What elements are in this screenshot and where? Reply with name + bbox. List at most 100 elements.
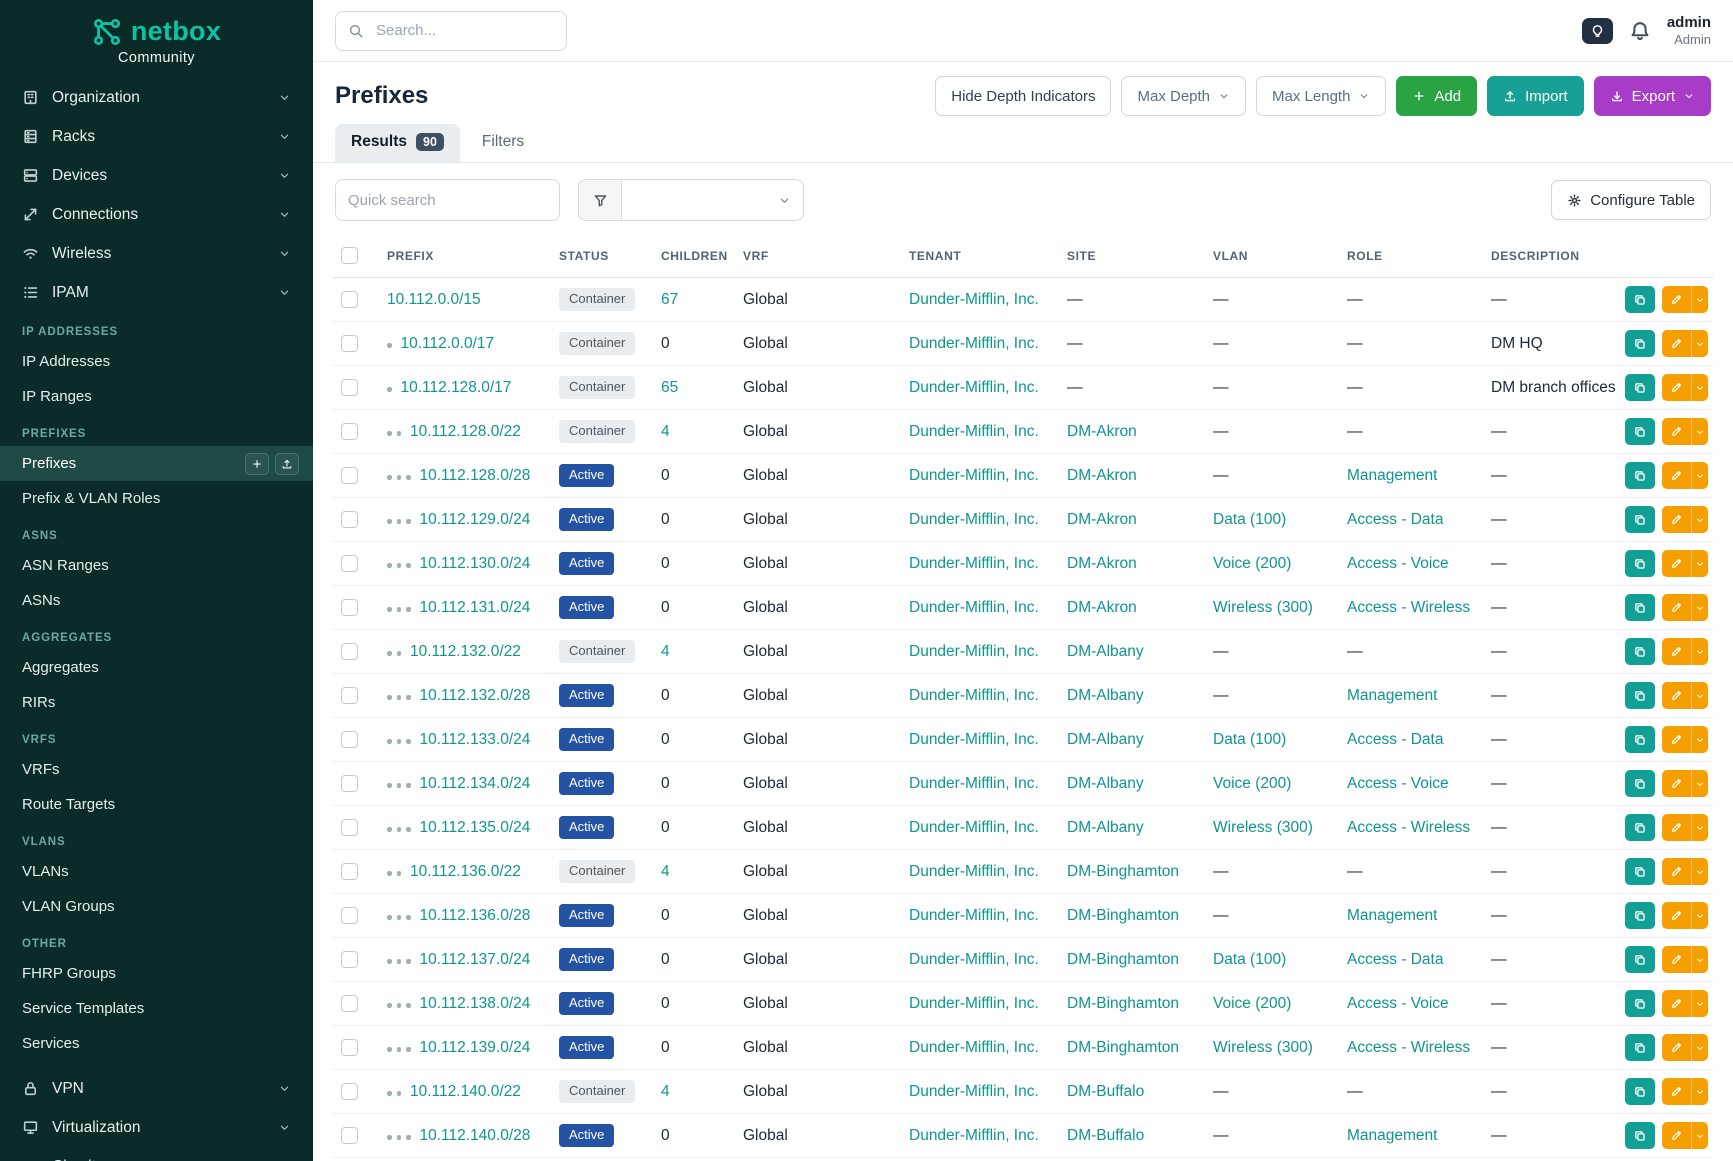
site-link[interactable]: DM-Albany: [1067, 731, 1144, 748]
prefix-link[interactable]: 10.112.135.0/24: [420, 819, 531, 836]
copy-button[interactable]: [1625, 726, 1655, 753]
site-link[interactable]: DM-Akron: [1067, 467, 1137, 484]
hide-depth-indicators-button[interactable]: Hide Depth Indicators: [935, 76, 1111, 116]
copy-button[interactable]: [1625, 946, 1655, 973]
copy-button[interactable]: [1625, 550, 1655, 577]
copy-button[interactable]: [1625, 418, 1655, 445]
edit-button[interactable]: [1662, 858, 1708, 885]
chevron-down-icon[interactable]: [1691, 594, 1708, 621]
role-link[interactable]: Access - Data: [1347, 511, 1443, 528]
prefix-link[interactable]: 10.112.140.0/22: [410, 1083, 521, 1100]
edit-button[interactable]: [1662, 594, 1708, 621]
row-checkbox[interactable]: [341, 907, 358, 924]
filter-select[interactable]: [622, 179, 804, 221]
theme-toggle-button[interactable]: [1582, 18, 1613, 44]
chevron-down-icon[interactable]: [1691, 770, 1708, 797]
edit-button[interactable]: [1662, 286, 1708, 313]
sidebar-item-services[interactable]: Services: [0, 1026, 313, 1061]
site-link[interactable]: DM-Albany: [1067, 687, 1144, 704]
row-checkbox[interactable]: [341, 863, 358, 880]
chevron-down-icon[interactable]: [1691, 990, 1708, 1017]
vlan-link[interactable]: Wireless (300): [1213, 819, 1313, 836]
row-checkbox[interactable]: [341, 599, 358, 616]
edit-button[interactable]: [1662, 990, 1708, 1017]
vlan-link[interactable]: Voice (200): [1213, 775, 1291, 792]
tenant-link[interactable]: Dunder-Mifflin, Inc.: [909, 335, 1039, 352]
copy-button[interactable]: [1625, 902, 1655, 929]
role-link[interactable]: Management: [1347, 467, 1437, 484]
prefix-link[interactable]: 10.112.133.0/24: [420, 731, 531, 748]
copy-button[interactable]: [1625, 990, 1655, 1017]
tenant-link[interactable]: Dunder-Mifflin, Inc.: [909, 467, 1039, 484]
children-link[interactable]: 4: [661, 643, 670, 660]
prefix-link[interactable]: 10.112.134.0/24: [420, 775, 531, 792]
tenant-link[interactable]: Dunder-Mifflin, Inc.: [909, 1127, 1039, 1144]
search-input[interactable]: [335, 11, 567, 51]
max-depth-dropdown[interactable]: Max Depth: [1121, 76, 1246, 116]
chevron-down-icon[interactable]: [1691, 1034, 1708, 1061]
select-all-checkbox[interactable]: [341, 247, 358, 264]
role-link[interactable]: Access - Wireless: [1347, 599, 1470, 616]
edit-button[interactable]: [1662, 726, 1708, 753]
sidebar-item-route-targets[interactable]: Route Targets: [0, 787, 313, 822]
role-link[interactable]: Access - Data: [1347, 731, 1443, 748]
edit-button[interactable]: [1662, 1078, 1708, 1105]
row-checkbox[interactable]: [341, 335, 358, 352]
configure-table-button[interactable]: Configure Table: [1551, 180, 1711, 220]
vlan-link[interactable]: Voice (200): [1213, 995, 1291, 1012]
tenant-link[interactable]: Dunder-Mifflin, Inc.: [909, 291, 1039, 308]
edit-button[interactable]: [1662, 946, 1708, 973]
chevron-down-icon[interactable]: [1691, 1122, 1708, 1149]
tenant-link[interactable]: Dunder-Mifflin, Inc.: [909, 687, 1039, 704]
site-link[interactable]: DM-Binghamton: [1067, 951, 1179, 968]
user-menu[interactable]: admin Admin: [1667, 14, 1711, 48]
edit-button[interactable]: [1662, 462, 1708, 489]
prefix-link[interactable]: 10.112.136.0/22: [410, 863, 521, 880]
copy-button[interactable]: [1625, 682, 1655, 709]
edit-button[interactable]: [1662, 1034, 1708, 1061]
copy-button[interactable]: [1625, 1078, 1655, 1105]
vlan-link[interactable]: Wireless (300): [1213, 1039, 1313, 1056]
filter-button[interactable]: [578, 179, 622, 221]
edit-button[interactable]: [1662, 902, 1708, 929]
site-link[interactable]: DM-Akron: [1067, 511, 1137, 528]
site-link[interactable]: DM-Binghamton: [1067, 907, 1179, 924]
chevron-down-icon[interactable]: [1691, 858, 1708, 885]
children-link[interactable]: 4: [661, 1083, 670, 1100]
site-link[interactable]: DM-Binghamton: [1067, 863, 1179, 880]
vlan-link[interactable]: Data (100): [1213, 731, 1286, 748]
sidebar-item-connections[interactable]: Connections: [0, 195, 313, 234]
site-link[interactable]: DM-Albany: [1067, 643, 1144, 660]
site-link[interactable]: DM-Binghamton: [1067, 995, 1179, 1012]
prefixes-quick-add-button[interactable]: [245, 453, 269, 475]
site-link[interactable]: DM-Akron: [1067, 599, 1137, 616]
row-checkbox[interactable]: [341, 379, 358, 396]
role-link[interactable]: Access - Voice: [1347, 995, 1449, 1012]
row-checkbox[interactable]: [341, 511, 358, 528]
quick-search-input[interactable]: [335, 179, 560, 221]
tab-filters[interactable]: Filters: [466, 124, 540, 162]
copy-button[interactable]: [1625, 462, 1655, 489]
copy-button[interactable]: [1625, 1034, 1655, 1061]
site-link[interactable]: DM-Akron: [1067, 423, 1137, 440]
tenant-link[interactable]: Dunder-Mifflin, Inc.: [909, 599, 1039, 616]
site-link[interactable]: DM-Albany: [1067, 775, 1144, 792]
row-checkbox[interactable]: [341, 643, 358, 660]
sidebar-item-fhrp-groups[interactable]: FHRP Groups: [0, 956, 313, 991]
chevron-down-icon[interactable]: [1691, 374, 1708, 401]
sidebar-item-vpn[interactable]: VPN: [0, 1069, 313, 1108]
site-link[interactable]: DM-Albany: [1067, 819, 1144, 836]
import-button[interactable]: Import: [1487, 76, 1584, 116]
chevron-down-icon[interactable]: [1691, 814, 1708, 841]
row-checkbox[interactable]: [341, 555, 358, 572]
prefix-link[interactable]: 10.112.138.0/24: [420, 995, 531, 1012]
chevron-down-icon[interactable]: [1691, 330, 1708, 357]
tenant-link[interactable]: Dunder-Mifflin, Inc.: [909, 423, 1039, 440]
row-checkbox[interactable]: [341, 467, 358, 484]
tenant-link[interactable]: Dunder-Mifflin, Inc.: [909, 1039, 1039, 1056]
role-link[interactable]: Access - Wireless: [1347, 1039, 1470, 1056]
copy-button[interactable]: [1625, 770, 1655, 797]
tenant-link[interactable]: Dunder-Mifflin, Inc.: [909, 863, 1039, 880]
tenant-link[interactable]: Dunder-Mifflin, Inc.: [909, 819, 1039, 836]
prefix-link[interactable]: 10.112.137.0/24: [420, 951, 531, 968]
